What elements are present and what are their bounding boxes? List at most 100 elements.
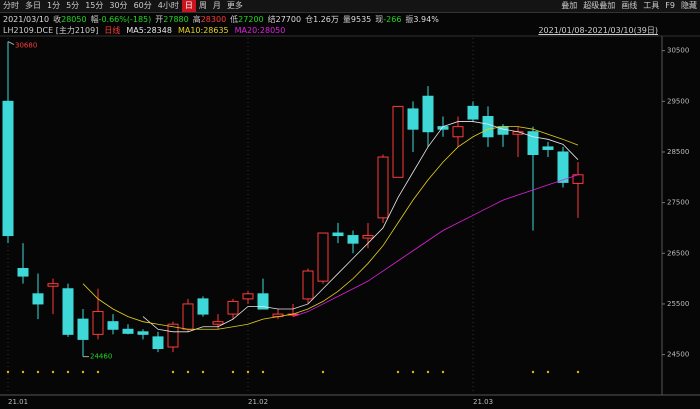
field-label: 高 xyxy=(192,14,201,24)
field-value: 1.26万 xyxy=(313,14,339,24)
period-tab[interactable]: 15分 xyxy=(85,1,104,10)
candle-body xyxy=(137,331,149,335)
period-tab[interactable]: 月 xyxy=(212,1,221,10)
candle-body xyxy=(557,151,569,183)
field-label: 现 xyxy=(375,14,384,24)
symbol: LH2109.DCE [主力2109] xyxy=(3,25,99,35)
candle-body xyxy=(257,293,269,310)
y-tick-label: 25500 xyxy=(667,300,689,308)
field-value: -0.66%(-185) xyxy=(98,14,152,24)
field-label: 振 xyxy=(405,14,414,24)
quote-field: 振3.94% xyxy=(405,14,438,25)
candle-body xyxy=(347,235,359,244)
candle-body xyxy=(212,321,224,325)
legend-entry: MA5:28348 xyxy=(126,25,172,35)
candle-body xyxy=(197,298,209,315)
period: 日线 xyxy=(104,25,121,35)
field-label: 收 xyxy=(53,14,62,24)
field-value: 27700 xyxy=(275,14,302,24)
max-label: 30680 xyxy=(15,42,37,50)
quote-field: 现-266 xyxy=(375,14,401,25)
quote-field: 量9535 xyxy=(343,14,371,25)
candle-body xyxy=(242,293,254,300)
tool-button[interactable]: F9 xyxy=(665,1,675,10)
candle-body xyxy=(227,300,239,315)
period-tab[interactable]: 多日 xyxy=(25,1,41,10)
candle-body xyxy=(62,288,74,335)
y-tick-label: 27500 xyxy=(667,199,689,207)
legend-entry: MA10:28635 xyxy=(177,25,229,35)
field-label: 结 xyxy=(267,14,276,24)
candle-body xyxy=(77,318,89,340)
quote-field: 结27700 xyxy=(268,14,301,25)
candle-body xyxy=(302,270,314,300)
field-label: 低 xyxy=(230,14,239,24)
candle-body xyxy=(152,336,164,350)
field-value: -266 xyxy=(383,14,402,24)
period-tabs: 分时 多日 1分 5分 15分 30分 60分 4小时日周月更多 xyxy=(0,0,246,12)
period-tab[interactable]: 周 xyxy=(198,1,207,10)
candle-body xyxy=(107,321,119,330)
period-tab[interactable]: 4小时 xyxy=(157,1,179,10)
y-tick-label: 24500 xyxy=(667,351,689,359)
candle-body xyxy=(407,108,419,130)
tool-button[interactable]: 隐藏 xyxy=(681,1,697,10)
candle-body xyxy=(422,95,434,133)
max-pointer xyxy=(7,41,15,45)
candle-body xyxy=(47,283,59,287)
y-tick-label: 30500 xyxy=(667,47,689,55)
y-tick-label: 26500 xyxy=(667,249,689,257)
candle-body xyxy=(482,116,494,138)
x-tick-label: 21.02 xyxy=(248,398,268,406)
candle-body xyxy=(392,105,404,178)
range-label: 2021/01/08-2021/03/10(39日) xyxy=(538,26,658,35)
tool-buttons: 叠加 超级叠加 画线 工具 F9 隐藏 xyxy=(558,0,700,12)
tool-button[interactable]: 画线 xyxy=(621,1,638,10)
candle-body xyxy=(167,323,179,348)
period-tab[interactable]: 日 xyxy=(181,0,196,12)
field-value: 28300 xyxy=(200,14,227,24)
period-tab[interactable]: 5分 xyxy=(66,1,80,10)
period-tab[interactable]: 分时 xyxy=(3,1,19,10)
tool-button[interactable]: 工具 xyxy=(643,1,660,10)
field-value: 28050 xyxy=(61,14,87,24)
field-value: 3.94% xyxy=(413,14,439,24)
quote-info: 2021/03/10 收28050 幅-0.66%(-185) 开27880 高2830… xyxy=(0,13,700,25)
ma-line xyxy=(292,174,579,317)
quote-field: 低27200 xyxy=(230,14,263,25)
period-tab[interactable]: 30分 xyxy=(109,1,128,10)
field-label: 量 xyxy=(342,14,351,24)
candle-body xyxy=(377,156,389,219)
quote-field: 高28300 xyxy=(193,14,226,25)
period-tab[interactable]: 60分 xyxy=(133,1,152,10)
period-tab[interactable]: 更多 xyxy=(226,1,243,10)
tool-button[interactable]: 叠加 xyxy=(561,1,578,10)
y-tick-label: 28500 xyxy=(667,148,689,156)
quote-field: 开27880 xyxy=(155,14,188,25)
field-label: 仓 xyxy=(305,14,314,24)
candle-body xyxy=(542,146,554,150)
tool-button[interactable]: 超级叠加 xyxy=(583,1,616,10)
field-value: 27880 xyxy=(163,14,189,24)
candle-body xyxy=(332,232,344,237)
legend-entry: MA20:28050 xyxy=(234,25,286,35)
candle-body xyxy=(32,293,44,305)
field-value: 27200 xyxy=(238,14,264,24)
quote-field: 仓1.26万 xyxy=(305,14,339,25)
y-tick-label: 29500 xyxy=(667,97,689,105)
candle-body xyxy=(317,232,329,282)
date: 2021/03/10 xyxy=(3,14,50,24)
candle-body xyxy=(452,126,464,138)
x-tick-label: 21.01 xyxy=(8,398,28,406)
event-dots xyxy=(6,370,580,374)
candle-body xyxy=(527,131,539,156)
min-label: 24460 xyxy=(90,353,112,361)
quote-field: 收28050 xyxy=(53,14,86,25)
period-tab[interactable]: 1分 xyxy=(47,1,61,10)
field-value: 9535 xyxy=(350,14,372,24)
x-tick-label: 21.03 xyxy=(473,398,493,406)
ma-line xyxy=(82,126,579,330)
candle-body xyxy=(467,105,479,120)
